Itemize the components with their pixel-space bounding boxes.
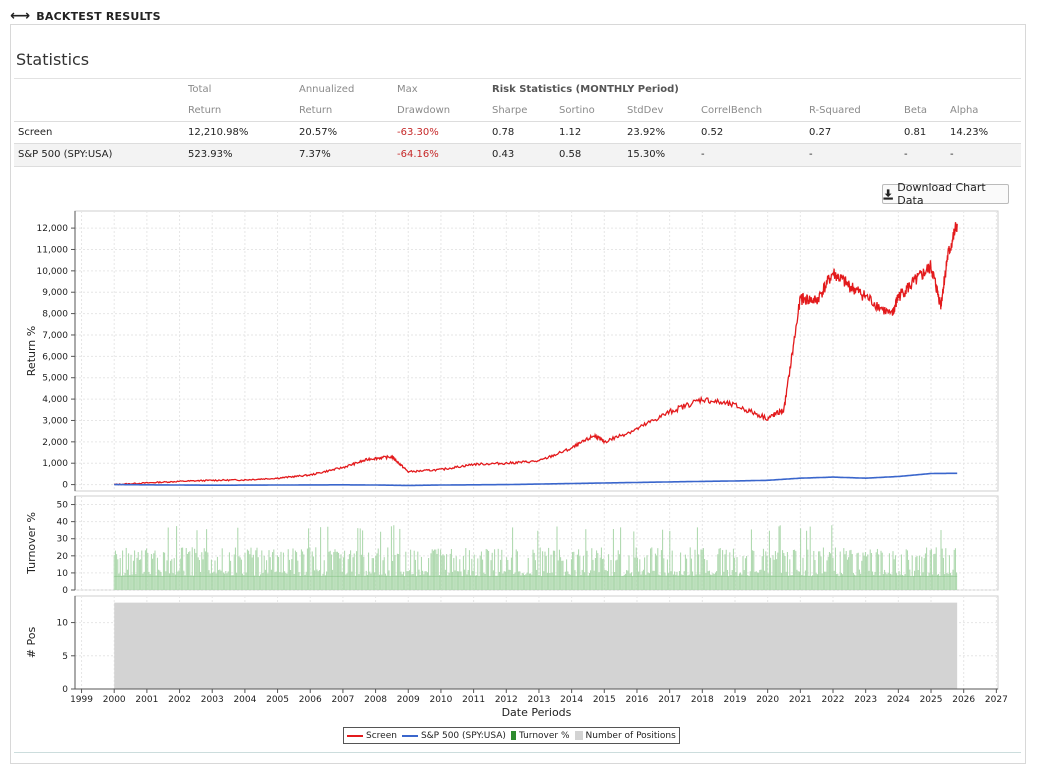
resize-horizontal-icon[interactable]: ⟷: [10, 8, 31, 24]
col-total-sub: Return: [188, 105, 222, 116]
statistics-title: Statistics: [16, 50, 90, 69]
col-beta: Beta: [904, 105, 928, 116]
legend-item-turnover: Turnover %: [510, 730, 570, 741]
download-icon: [883, 188, 893, 200]
chart-legend: Screen S&P 500 (SPY:USA) Turnover % Numb…: [343, 727, 680, 744]
cell-sharpe: 0.78: [492, 127, 515, 138]
cell-drawdown: -63.30%: [397, 127, 439, 138]
table-row: [14, 144, 1021, 166]
cell-annual: 7.37%: [299, 149, 331, 160]
cell-annual: 20.57%: [299, 127, 338, 138]
cell-rsquared: 0.27: [809, 127, 832, 138]
legend-label: Number of Positions: [585, 730, 676, 741]
cell-drawdown: -64.16%: [397, 149, 439, 160]
col-sortino: Sortino: [559, 105, 595, 116]
cell-total: 12,210.98%: [188, 127, 249, 138]
cell-stddev: 23.92%: [627, 127, 666, 138]
divider: [14, 78, 1021, 79]
legend-item-sp500: S&P 500 (SPY:USA): [401, 730, 506, 741]
row-name: S&P 500 (SPY:USA): [18, 149, 113, 160]
cell-beta: 0.81: [904, 127, 927, 138]
divider: [14, 166, 1021, 167]
col-annual-label: Annualized: [299, 84, 355, 95]
col-rsquared: R-Squared: [809, 105, 861, 116]
col-dd-label: Max: [397, 84, 418, 95]
download-chart-data-label: Download Chart Data: [897, 181, 986, 207]
legend-item-positions: Number of Positions: [574, 730, 676, 741]
col-correlbench: CorrelBench: [701, 105, 763, 116]
legend-item-screen: Screen: [347, 731, 397, 741]
cell-total: 523.93%: [188, 149, 233, 160]
cell-alpha: -: [950, 149, 954, 160]
col-sharpe: Sharpe: [492, 105, 528, 116]
cell-correlbench: 0.52: [701, 127, 724, 138]
cell-sharpe: 0.43: [492, 149, 515, 160]
col-stddev: StdDev: [627, 105, 664, 116]
risk-statistics-label: Risk Statistics (MONTHLY Period): [492, 84, 679, 95]
cell-stddev: 15.30%: [627, 149, 666, 160]
col-total-label: Total: [188, 84, 212, 95]
legend-label: Turnover %: [518, 730, 570, 741]
cell-sortino: 1.12: [559, 127, 582, 138]
divider: [14, 752, 1021, 753]
col-annual-sub: Return: [299, 105, 333, 116]
cell-beta: -: [904, 149, 908, 160]
legend-label: S&P 500 (SPY:USA): [420, 730, 506, 741]
download-chart-data-button[interactable]: Download Chart Data: [882, 181, 1009, 207]
col-alpha: Alpha: [950, 105, 979, 116]
results-panel: [10, 24, 1026, 764]
cell-sortino: 0.58: [559, 149, 582, 160]
legend-label: Screen: [366, 730, 397, 741]
divider: [14, 121, 1021, 122]
col-dd-sub: Drawdown: [397, 105, 451, 116]
cell-alpha: 14.23%: [950, 127, 989, 138]
row-name: Screen: [18, 127, 53, 138]
cell-correlbench: -: [701, 149, 705, 160]
backtest-results-title: BACKTEST RESULTS: [36, 9, 161, 23]
cell-rsquared: -: [809, 149, 813, 160]
divider: [14, 143, 1021, 144]
backtest-results-header[interactable]: ⟷ BACKTEST RESULTS: [10, 7, 161, 25]
